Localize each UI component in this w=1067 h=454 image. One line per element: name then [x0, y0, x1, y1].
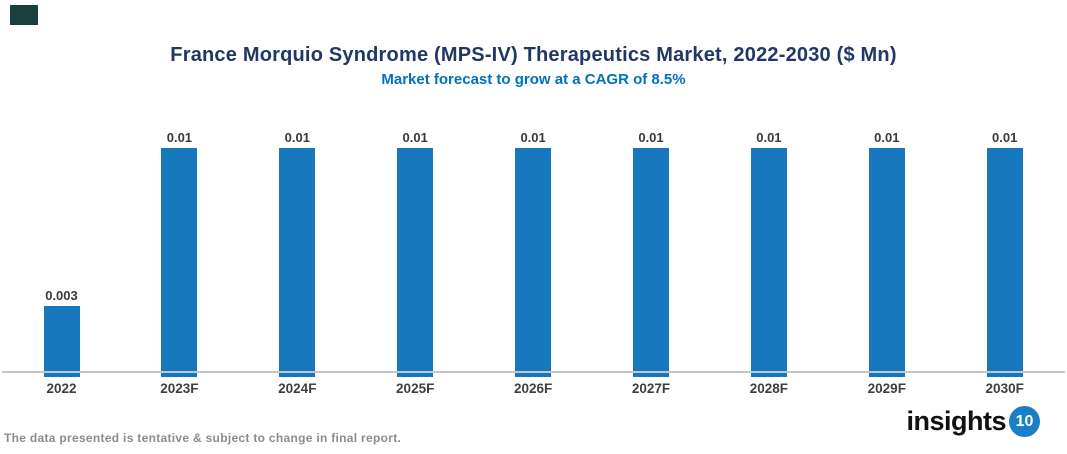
value-label-2022: 0.003 [45, 288, 78, 304]
x-axis-line [2, 371, 1065, 373]
bar-2029F [868, 148, 905, 377]
value-label-2024F: 0.01 [284, 130, 310, 145]
footer-note: The data presented is tentative & subjec… [4, 431, 402, 445]
bar-2026F [515, 148, 552, 377]
bar-2024F [279, 148, 316, 377]
insights10-logo: insights 10 [906, 406, 1040, 437]
chart-title: France Morquio Syndrome (MPS-IV) Therape… [170, 44, 897, 66]
bar-2025F [397, 148, 434, 377]
bar-2030F [986, 148, 1023, 377]
value-label-2025F: 0.01 [402, 130, 428, 145]
x-tick-2029F: 2029F [867, 381, 906, 396]
bar-2022 [43, 306, 80, 377]
bar-2027F [633, 148, 669, 377]
x-tick-2030F: 2030F [985, 381, 1024, 396]
x-tick-2025F: 2025F [396, 381, 435, 396]
x-tick-2023F: 2023F [160, 381, 199, 396]
x-tick-2024F: 2024F [278, 381, 317, 396]
value-label-2028F: 0.01 [756, 130, 782, 145]
x-tick-2022: 2022 [46, 381, 77, 396]
bar-2028F [750, 148, 787, 377]
x-tick-2026F: 2026F [513, 381, 553, 396]
corner-mark [10, 5, 38, 25]
value-label-2030F: 0.01 [992, 130, 1018, 145]
value-label-2026F: 0.01 [520, 130, 546, 145]
x-tick-2027F: 2027F [631, 381, 671, 396]
value-label-2023F: 0.01 [166, 130, 193, 145]
chart-subtitle: Market forecast to grow at a CAGR of 8.5… [381, 71, 686, 88]
bar-2023F [161, 148, 198, 377]
logo-text: insights [906, 406, 1006, 436]
value-label-2029F: 0.01 [874, 130, 900, 145]
value-label-2027F: 0.01 [638, 130, 664, 145]
x-tick-2028F: 2028F [749, 381, 789, 396]
logo-badge-10-icon: 10 [1009, 406, 1040, 437]
